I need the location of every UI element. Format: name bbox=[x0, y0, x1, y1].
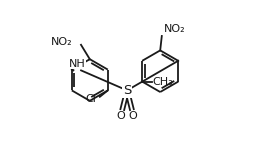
Text: Cl: Cl bbox=[85, 94, 96, 104]
Text: NH: NH bbox=[69, 59, 86, 69]
Text: NO₂: NO₂ bbox=[51, 37, 73, 47]
Text: S: S bbox=[123, 84, 131, 97]
Text: NO₂: NO₂ bbox=[164, 24, 186, 34]
Text: O: O bbox=[117, 111, 125, 121]
Text: CH₃: CH₃ bbox=[152, 77, 173, 87]
Text: O: O bbox=[129, 111, 138, 121]
